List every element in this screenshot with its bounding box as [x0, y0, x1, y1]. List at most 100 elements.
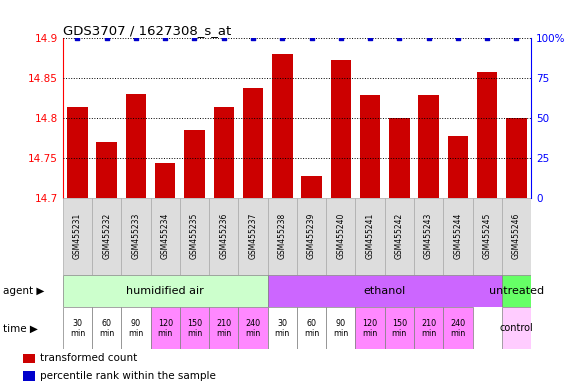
Text: agent ▶: agent ▶	[3, 286, 44, 296]
Bar	[180, 198, 209, 275]
Bar	[63, 307, 92, 349]
Text: transformed count: transformed count	[40, 353, 137, 363]
Bar	[355, 307, 385, 349]
Text: GSM455234: GSM455234	[160, 213, 170, 259]
Bar	[502, 198, 531, 275]
Text: 210
min: 210 min	[216, 319, 231, 338]
Bar	[96, 142, 117, 198]
Point	[73, 35, 82, 41]
Text: ethanol: ethanol	[364, 286, 406, 296]
Point	[307, 35, 316, 41]
Text: GSM455233: GSM455233	[131, 213, 140, 259]
Bar	[121, 198, 151, 275]
Text: GSM455243: GSM455243	[424, 213, 433, 259]
Point	[160, 35, 170, 41]
Bar	[272, 54, 292, 198]
Bar	[385, 307, 414, 349]
Text: 240
min: 240 min	[451, 319, 465, 338]
Point	[278, 35, 287, 41]
Bar	[23, 371, 35, 381]
Bar	[414, 198, 443, 275]
Text: GSM455242: GSM455242	[395, 213, 404, 259]
Bar	[92, 198, 121, 275]
Bar	[502, 275, 531, 307]
Text: GSM455237: GSM455237	[248, 213, 258, 259]
Text: untreated: untreated	[489, 286, 544, 296]
Bar	[184, 130, 205, 198]
Point	[190, 35, 199, 41]
Bar	[63, 198, 92, 275]
Bar	[506, 118, 526, 198]
Bar	[301, 176, 322, 198]
Text: 240
min: 240 min	[246, 319, 260, 338]
Bar	[239, 198, 268, 275]
Point	[219, 35, 228, 41]
Bar	[151, 307, 180, 349]
Text: 120
min: 120 min	[158, 319, 173, 338]
Bar	[151, 198, 180, 275]
Text: GSM455236: GSM455236	[219, 213, 228, 259]
Text: 150
min: 150 min	[392, 319, 407, 338]
Text: 150
min: 150 min	[187, 319, 202, 338]
Point	[424, 35, 433, 41]
Text: 30
min: 30 min	[275, 319, 290, 338]
Bar	[243, 88, 263, 198]
Text: GSM455231: GSM455231	[73, 213, 82, 259]
Bar	[443, 198, 473, 275]
Bar	[214, 107, 234, 198]
Bar	[268, 198, 297, 275]
Bar	[209, 198, 238, 275]
Bar	[360, 95, 380, 198]
Bar	[268, 307, 297, 349]
Bar	[331, 60, 351, 198]
Bar	[502, 307, 531, 349]
Bar	[326, 198, 355, 275]
Point	[453, 35, 463, 41]
Bar	[448, 136, 468, 198]
Bar	[419, 95, 439, 198]
Bar	[121, 307, 151, 349]
Bar	[126, 94, 146, 198]
Text: 60
min: 60 min	[99, 319, 114, 338]
Bar	[297, 198, 326, 275]
Bar	[67, 107, 88, 198]
Text: control: control	[500, 323, 533, 333]
Text: GSM455244: GSM455244	[453, 213, 463, 259]
Text: percentile rank within the sample: percentile rank within the sample	[40, 371, 216, 381]
Point	[102, 35, 111, 41]
Text: time ▶: time ▶	[3, 323, 38, 333]
Text: 30
min: 30 min	[70, 319, 85, 338]
Text: GSM455232: GSM455232	[102, 213, 111, 259]
Bar	[472, 198, 502, 275]
Bar	[239, 307, 268, 349]
Text: GSM455235: GSM455235	[190, 213, 199, 259]
Bar	[268, 275, 502, 307]
Bar	[385, 198, 414, 275]
Bar	[326, 307, 355, 349]
Bar	[23, 354, 35, 363]
Bar	[477, 72, 497, 198]
Bar	[355, 198, 385, 275]
Bar	[63, 275, 268, 307]
Text: GSM455241: GSM455241	[365, 213, 375, 259]
Bar	[209, 307, 238, 349]
Point	[482, 35, 492, 41]
Text: GSM455239: GSM455239	[307, 213, 316, 259]
Text: 210
min: 210 min	[421, 319, 436, 338]
Text: GSM455240: GSM455240	[336, 213, 345, 259]
Text: 120
min: 120 min	[363, 319, 377, 338]
Text: 90
min: 90 min	[333, 319, 348, 338]
Text: 90
min: 90 min	[128, 319, 143, 338]
Text: GSM455238: GSM455238	[278, 213, 287, 259]
Text: humidified air: humidified air	[126, 286, 204, 296]
Bar	[155, 164, 175, 198]
Bar	[180, 307, 209, 349]
Bar	[443, 307, 473, 349]
Point	[248, 35, 258, 41]
Bar	[389, 118, 409, 198]
Point	[336, 35, 345, 41]
Bar	[297, 307, 326, 349]
Bar	[414, 307, 443, 349]
Bar	[92, 307, 121, 349]
Point	[512, 35, 521, 41]
